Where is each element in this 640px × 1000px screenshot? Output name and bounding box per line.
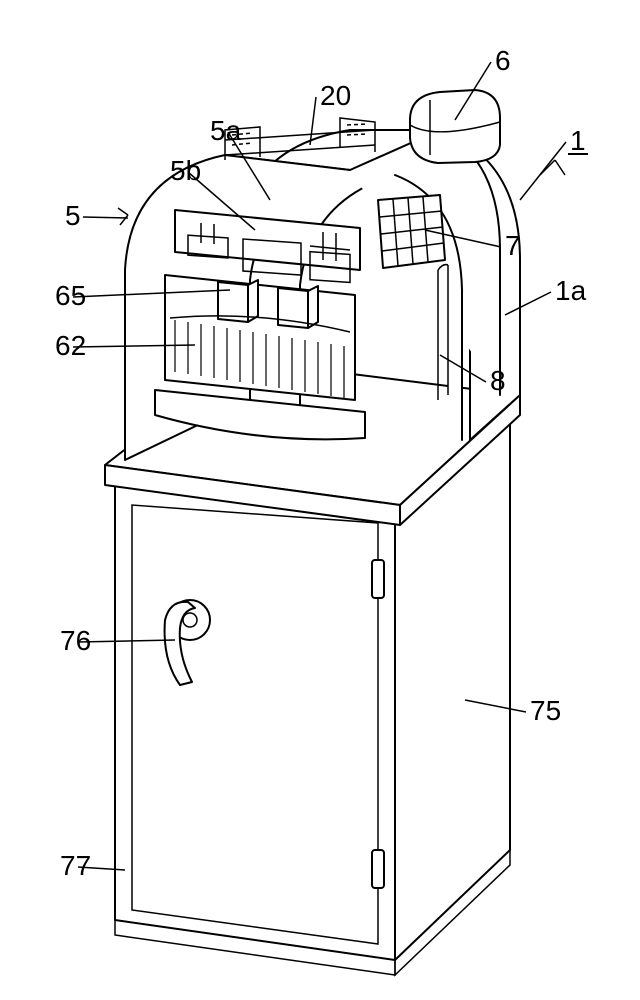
technical-diagram: 1 1a 5 5a 5b 6 7 8 20 62 65 75 76 77 (0, 0, 640, 1000)
label-8: 8 (490, 365, 506, 396)
hinge-bottom (372, 850, 384, 888)
note-input (165, 275, 355, 400)
label-6: 6 (495, 45, 511, 76)
label-75: 75 (530, 695, 561, 726)
label-7: 7 (505, 230, 521, 261)
label-76: 76 (60, 625, 91, 656)
arrow-1 (540, 160, 565, 175)
printer (410, 90, 500, 163)
label-62: 62 (55, 330, 86, 361)
cabinet-front (115, 480, 395, 960)
label-65: 65 (55, 280, 86, 311)
label-77: 77 (60, 850, 91, 881)
leader-1 (520, 142, 566, 200)
arrow-5 (118, 208, 128, 225)
label-1: 1 (570, 125, 586, 156)
label-1a: 1a (555, 275, 587, 306)
label-5b: 5b (170, 155, 201, 186)
label-5: 5 (65, 200, 81, 231)
hinge-top (372, 560, 384, 598)
leader-5 (83, 217, 128, 218)
label-20: 20 (320, 80, 351, 111)
label-5a: 5a (210, 115, 242, 146)
